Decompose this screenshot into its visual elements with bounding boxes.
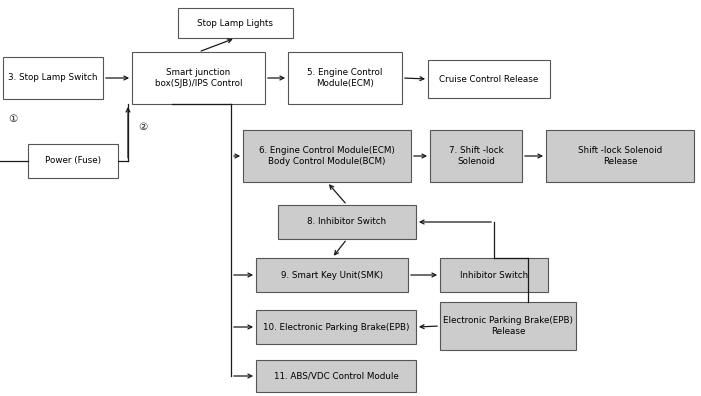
Text: Smart junction
box(SJB)/IPS Control: Smart junction box(SJB)/IPS Control (155, 68, 243, 88)
Text: ②: ② (138, 122, 148, 133)
Text: Stop Lamp Lights: Stop Lamp Lights (198, 19, 273, 27)
Bar (546, 130, 694, 182)
Bar (256, 258, 408, 292)
Bar (278, 205, 416, 239)
Text: 3. Stop Lamp Switch: 3. Stop Lamp Switch (8, 74, 97, 82)
Text: Power (Fuse): Power (Fuse) (45, 156, 101, 166)
Text: Inhibitor Switch: Inhibitor Switch (460, 270, 528, 280)
Text: 9. Smart Key Unit(SMK): 9. Smart Key Unit(SMK) (281, 270, 383, 280)
Text: Electronic Parking Brake(EPB)
Release: Electronic Parking Brake(EPB) Release (443, 316, 573, 336)
Bar (428, 60, 550, 98)
Text: 10. Electronic Parking Brake(EPB): 10. Electronic Parking Brake(EPB) (263, 322, 409, 331)
Text: Shift -lock Solenoid
Release: Shift -lock Solenoid Release (578, 146, 662, 166)
Bar (28, 144, 118, 178)
Text: 6. Engine Control Module(ECM)
Body Control Module(BCM): 6. Engine Control Module(ECM) Body Contr… (259, 146, 395, 166)
Text: 11. ABS/VDC Control Module: 11. ABS/VDC Control Module (273, 371, 398, 381)
Bar (440, 302, 576, 350)
Bar (132, 52, 265, 104)
Bar (256, 310, 416, 344)
Bar (178, 8, 293, 38)
Bar (243, 130, 411, 182)
Text: 8. Inhibitor Switch: 8. Inhibitor Switch (308, 217, 386, 227)
Bar (440, 258, 548, 292)
Bar (256, 360, 416, 392)
Text: 5. Engine Control
Module(ECM): 5. Engine Control Module(ECM) (307, 68, 383, 88)
Bar (288, 52, 402, 104)
Text: Cruise Control Release: Cruise Control Release (440, 74, 538, 84)
Bar (3, 57, 103, 99)
Text: 7. Shift -lock
Solenoid: 7. Shift -lock Solenoid (449, 146, 503, 166)
Bar (430, 130, 522, 182)
Text: ①: ① (8, 114, 18, 124)
